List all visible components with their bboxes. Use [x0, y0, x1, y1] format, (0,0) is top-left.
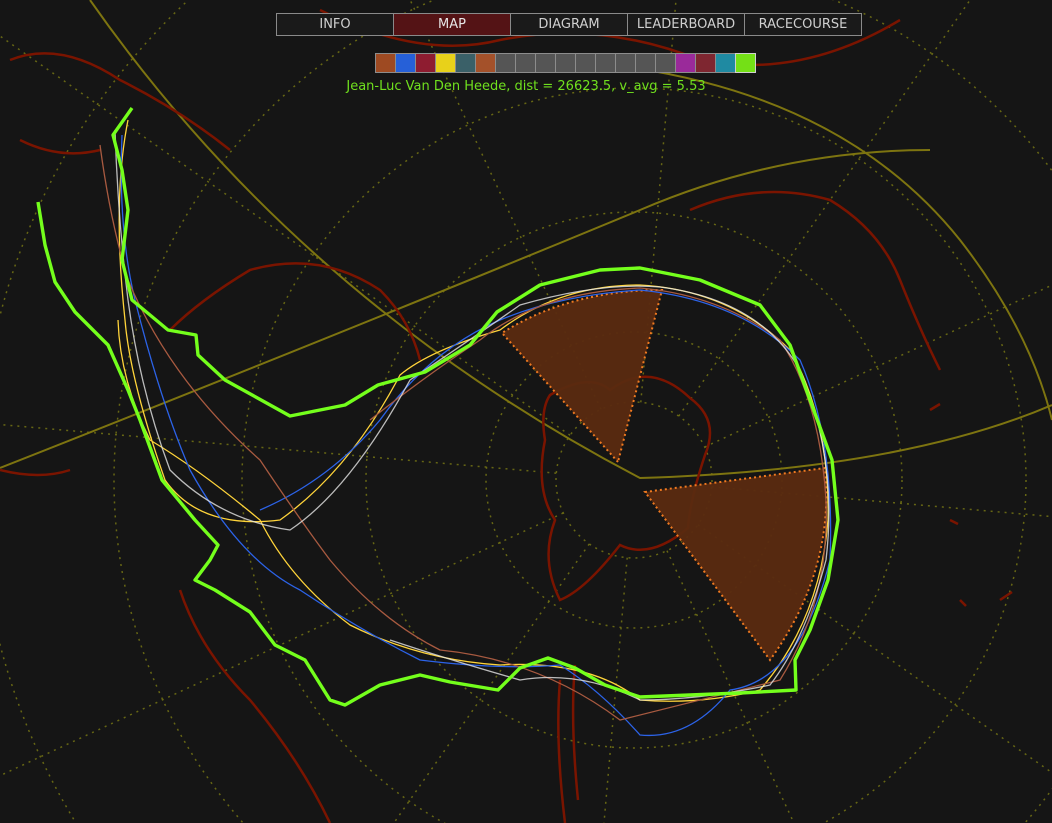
view-tab-bar: INFO MAP DIAGRAM LEADERBOARD RACECOURSE — [276, 13, 862, 36]
exclusion-zone-indian — [500, 288, 664, 465]
competitor-swatch-7[interactable] — [495, 53, 516, 73]
europe-coastline — [9, 52, 231, 155]
tab-leaderboard[interactable]: LEADERBOARD — [627, 13, 745, 36]
competitor-swatch-18[interactable] — [715, 53, 736, 73]
meridian-line — [0, 423, 557, 474]
islands-east — [929, 402, 1013, 607]
competitor-swatch-6[interactable] — [475, 53, 496, 73]
australia-coastline — [689, 190, 942, 371]
competitor-swatch-2[interactable] — [395, 53, 416, 73]
west-coast-coastline — [0, 468, 332, 823]
competitor-swatch-9[interactable] — [535, 53, 556, 73]
track-white — [114, 129, 830, 701]
competitor-swatch-12[interactable] — [595, 53, 616, 73]
south-america-coastline — [557, 664, 580, 823]
competitor-color-selector — [375, 53, 756, 73]
tab-diagram[interactable]: DIAGRAM — [510, 13, 628, 36]
competitor-swatch-8[interactable] — [515, 53, 536, 73]
selected-competitor-track[interactable] — [36, 107, 840, 707]
competitor-swatch-10[interactable] — [555, 53, 576, 73]
competitor-swatch-4[interactable] — [435, 53, 456, 73]
track-blue — [120, 134, 832, 737]
track-yellow — [117, 119, 829, 702]
competitor-swatch-3[interactable] — [415, 53, 436, 73]
antarctica-coastline — [540, 375, 712, 602]
africa-coastline — [169, 262, 422, 361]
tab-map[interactable]: MAP — [393, 13, 511, 36]
land-masses — [0, 8, 1013, 823]
competitor-swatch-1[interactable] — [375, 53, 396, 73]
competitor-swatch-11[interactable] — [575, 53, 596, 73]
tab-racecourse[interactable]: RACECOURSE — [744, 13, 862, 36]
ice-exclusion-zones — [500, 288, 828, 662]
track-brown — [99, 144, 827, 721]
competitor-swatch-14[interactable] — [635, 53, 656, 73]
competitor-swatch-16[interactable] — [675, 53, 696, 73]
selected-competitor-status: Jean-Luc Van Den Heede, dist = 26623.5, … — [346, 79, 706, 94]
competitor-tracks — [99, 119, 832, 737]
exclusion-zone-pacific — [643, 466, 828, 662]
competitor-swatch-17[interactable] — [695, 53, 716, 73]
competitor-swatch-5[interactable] — [455, 53, 476, 73]
competitor-swatch-19[interactable] — [735, 53, 756, 73]
competitor-swatch-13[interactable] — [615, 53, 636, 73]
competitor-swatch-15[interactable] — [655, 53, 676, 73]
tab-info[interactable]: INFO — [276, 13, 394, 36]
